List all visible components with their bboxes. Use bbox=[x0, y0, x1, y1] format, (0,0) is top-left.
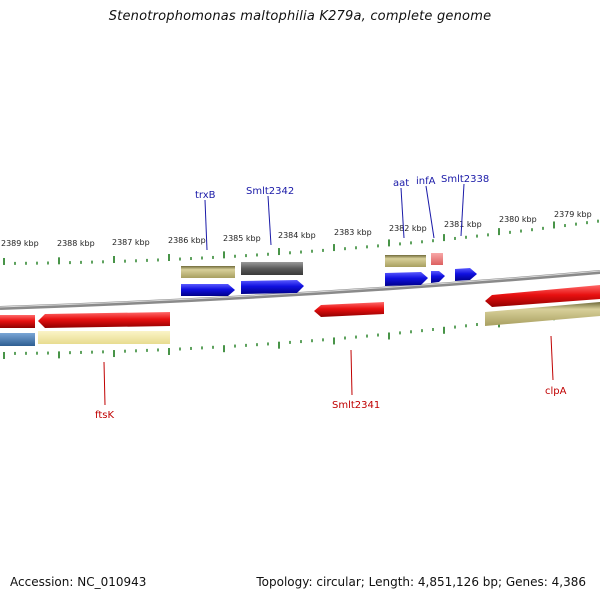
smlt2342-gene-bar[interactable] bbox=[241, 262, 303, 275]
reverse-strand-features bbox=[0, 285, 600, 346]
smlt2341-cds-arrow[interactable] bbox=[314, 302, 384, 317]
genome-backbone bbox=[0, 270, 600, 310]
tick-label: 2388 kbp bbox=[57, 239, 95, 248]
gene-label-aat: aat bbox=[393, 178, 409, 189]
gene-label-smlt2338: Smlt2338 bbox=[441, 174, 489, 185]
trxB-cds-arrow[interactable] bbox=[181, 284, 235, 296]
ftsK-gene-bar[interactable] bbox=[38, 331, 170, 344]
label-connectors bbox=[103, 183, 554, 406]
tick-label: 2379 kbp bbox=[554, 210, 592, 219]
clpA-gene-bar[interactable] bbox=[485, 302, 600, 326]
trxB-gene-bar[interactable] bbox=[181, 266, 235, 278]
tick-label: 2386 kbp bbox=[168, 236, 206, 245]
outer-tick-track bbox=[3, 219, 599, 265]
gene-label-ftsK: ftsK bbox=[95, 410, 114, 421]
left-edge-blue-gene[interactable] bbox=[0, 333, 35, 346]
forward-strand-features bbox=[181, 253, 477, 296]
gene-label-trxB: trxB bbox=[195, 190, 216, 201]
smlt2338-cds-arrow[interactable] bbox=[455, 268, 477, 281]
tick-label: 2384 kbp bbox=[278, 231, 316, 240]
tick-label: 2385 kbp bbox=[223, 234, 261, 243]
left-edge-red-gene[interactable] bbox=[0, 315, 35, 328]
aat-cds-arrow[interactable] bbox=[385, 272, 428, 286]
infA-gene-bar[interactable] bbox=[431, 253, 443, 265]
tick-label: 2380 kbp bbox=[499, 215, 537, 224]
tick-label: 2381 kbp bbox=[444, 220, 482, 229]
tick-label: 2382 kbp bbox=[389, 224, 427, 233]
tick-label: 2387 kbp bbox=[112, 238, 150, 247]
map-title: Stenotrophomonas maltophilia K279a, comp… bbox=[108, 9, 492, 24]
gene-label-smlt2341: Smlt2341 bbox=[332, 400, 380, 411]
infA-cds-arrow[interactable] bbox=[431, 271, 445, 283]
ftsK-cds-arrow[interactable] bbox=[38, 312, 170, 328]
aat-gene-bar[interactable] bbox=[385, 255, 426, 267]
accession-text: Accession: NC_010943 bbox=[10, 575, 147, 589]
tick-label: 2383 kbp bbox=[334, 228, 372, 237]
gene-labels: trxB Smlt2342 aat infA Smlt2338 ftsK Sml… bbox=[95, 174, 567, 421]
smlt2342-cds-arrow[interactable] bbox=[241, 280, 304, 294]
clpA-cds-arrow[interactable] bbox=[485, 285, 600, 307]
genome-summary-text: Topology: circular; Length: 4,851,126 bp… bbox=[256, 575, 586, 589]
gene-label-clpA: clpA bbox=[545, 386, 567, 397]
gene-label-infA: infA bbox=[416, 176, 436, 187]
tick-label: 2389 kbp bbox=[1, 239, 39, 248]
gene-label-smlt2342: Smlt2342 bbox=[246, 186, 294, 197]
tick-labels: 2389 kbp 2388 kbp 2387 kbp 2386 kbp 2385… bbox=[1, 210, 592, 248]
